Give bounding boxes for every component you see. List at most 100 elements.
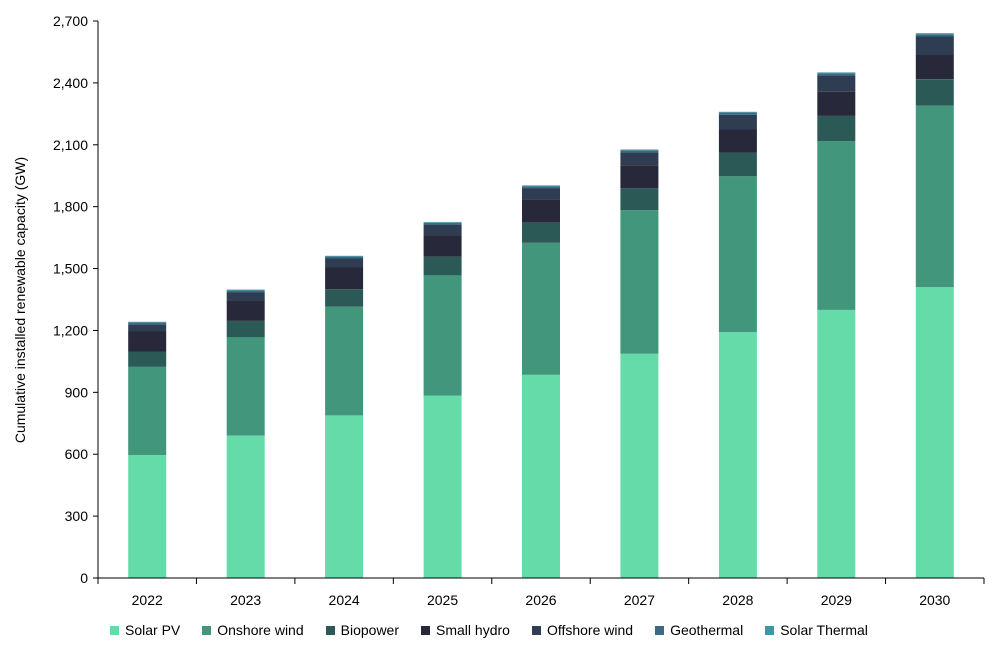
bar-segment-2029-solar-pv (817, 309, 856, 578)
bar-segment-2029-offshore-wind (817, 75, 856, 92)
y-tick-label: 300 (65, 508, 89, 524)
bar-segment-2022-small-hydro (128, 331, 167, 352)
bar-segment-2022-onshore-wind (128, 366, 167, 456)
x-tick-label: 2028 (722, 592, 753, 608)
bar-segment-2029-biopower (817, 115, 856, 142)
x-tick-label: 2025 (427, 592, 458, 608)
bar-segment-2028-geothermal (718, 112, 757, 115)
bar-segment-2022-biopower (128, 351, 167, 367)
bar-segment-2027-biopower (620, 188, 659, 211)
bar-segment-2027-geothermal (620, 150, 659, 153)
legend-label: Onshore wind (217, 622, 304, 638)
bar-segment-2027-small-hydro (620, 165, 659, 189)
bar-segment-2027-solar-thermal (620, 149, 659, 151)
y-tick-label: 2,100 (53, 137, 88, 153)
bar-segment-2025-biopower (423, 256, 462, 276)
bar-segment-2026-biopower (522, 222, 560, 243)
bar-segment-2023-onshore-wind (226, 337, 265, 436)
stacked-bar-chart: 0 300 600 900 1,200 1,500 1,800 2,100 2,400 2,700… (12, 13, 985, 608)
bar-segment-2024-small-hydro (325, 267, 364, 290)
y-axis-title: Cumulative installed renewable capacity … (12, 157, 28, 443)
legend-swatch (110, 625, 119, 635)
bar-segment-2023-biopower (226, 321, 265, 338)
legend-label: Biopower (340, 622, 400, 638)
legend-swatch (655, 625, 665, 635)
bar-segment-2024-offshore-wind (325, 258, 364, 268)
bar-segment-2025-geothermal (423, 222, 462, 225)
legend-swatch (765, 625, 775, 635)
bar-segment-2023-geothermal (226, 290, 265, 293)
legend-item-small-hydro: Small hydro (421, 622, 510, 638)
bar-segment-2028-offshore-wind (718, 114, 757, 130)
bar-segment-2022-offshore-wind (128, 324, 167, 332)
bar-segment-2025-offshore-wind (423, 224, 462, 236)
bar-segment-2028-solar-pv (718, 332, 757, 578)
legend: Solar PV Onshore wind Biopower Small hydro O… (110, 622, 990, 638)
bar-segment-2026-geothermal (522, 186, 560, 189)
y-tick-label: 2,700 (53, 13, 88, 29)
legend-label: Geothermal (670, 622, 744, 638)
bar-segment-2024-biopower (325, 289, 364, 307)
bar-segment-2026-small-hydro (522, 199, 560, 223)
legend-label: Offshore wind (546, 622, 634, 638)
bar-segment-2029-onshore-wind (817, 141, 856, 310)
y-tick-label: 2,400 (53, 75, 88, 91)
legend-label: Solar Thermal (780, 622, 868, 638)
bar-segment-2023-small-hydro (226, 300, 265, 321)
bar-segment-2022-geothermal (128, 322, 167, 325)
legend-swatch (531, 625, 541, 635)
legend-item-solar-thermal: Solar Thermal (765, 622, 868, 638)
bar-segment-2026-offshore-wind (522, 188, 560, 200)
bar-segment-2025-onshore-wind (423, 275, 462, 396)
y-tick-label: 600 (65, 446, 89, 462)
bar-segment-2028-solar-thermal (718, 111, 757, 113)
bar-segment-2024-solar-pv (325, 415, 364, 578)
bars-group (128, 33, 954, 578)
bar-segment-2028-small-hydro (718, 129, 757, 153)
bar-segment-2027-offshore-wind (620, 152, 659, 166)
x-tick-label: 2026 (525, 592, 556, 608)
bar-segment-2030-small-hydro (915, 55, 954, 80)
bar-segment-2024-geothermal (325, 256, 364, 259)
x-tick-label: 2024 (329, 592, 360, 608)
y-tick-label: 900 (65, 384, 89, 400)
x-tick-label: 2022 (132, 592, 163, 608)
legend-item-solar-pv: Solar PV (110, 622, 180, 638)
bar-segment-2029-small-hydro (817, 91, 856, 116)
bar-segment-2022-solar-pv (128, 455, 167, 578)
bar-segment-2030-biopower (915, 79, 954, 106)
bar-segment-2024-onshore-wind (325, 306, 364, 416)
bar-segment-2028-biopower (718, 152, 757, 177)
bar-segment-2023-offshore-wind (226, 292, 265, 301)
legend-item-offshore-wind: Offshore wind (531, 622, 634, 638)
axes-group: 0 300 600 900 1,200 1,500 1,800 2,100 2,400 2,700… (53, 13, 985, 608)
legend-item-biopower: Biopower (325, 622, 400, 638)
bar-segment-2026-solar-pv (522, 374, 560, 578)
y-tick-label: 1,200 (53, 322, 88, 338)
y-tick-label: 0 (80, 570, 88, 586)
bar-segment-2030-onshore-wind (915, 105, 954, 288)
legend-item-geothermal: Geothermal (655, 622, 743, 638)
bar-segment-2024-solar-thermal (325, 255, 364, 257)
legend-swatch (325, 625, 335, 635)
bar-segment-2029-solar-thermal (817, 72, 856, 74)
x-tick-label: 2029 (821, 592, 852, 608)
bar-segment-2030-geothermal (915, 34, 954, 37)
bar-segment-2023-solar-pv (226, 435, 265, 578)
bar-segment-2030-offshore-wind (915, 36, 954, 56)
bar-segment-2025-solar-thermal (423, 221, 462, 223)
legend-swatch (421, 625, 431, 635)
legend-label: Solar PV (125, 622, 181, 638)
y-tick-label: 1,800 (53, 199, 88, 215)
bar-segment-2028-onshore-wind (718, 176, 757, 333)
legend-item-onshore-wind: Onshore wind (202, 622, 304, 638)
bar-segment-2026-solar-thermal (522, 185, 560, 187)
x-tick-label: 2030 (919, 592, 950, 608)
bar-segment-2030-solar-pv (915, 287, 954, 578)
bar-segment-2029-geothermal (817, 73, 856, 76)
bar-segment-2022-solar-thermal (128, 321, 167, 323)
bar-segment-2027-onshore-wind (620, 210, 659, 354)
legend-label: Small hydro (436, 622, 510, 638)
x-tick-label: 2023 (230, 592, 261, 608)
bar-segment-2030-solar-thermal (915, 33, 954, 35)
